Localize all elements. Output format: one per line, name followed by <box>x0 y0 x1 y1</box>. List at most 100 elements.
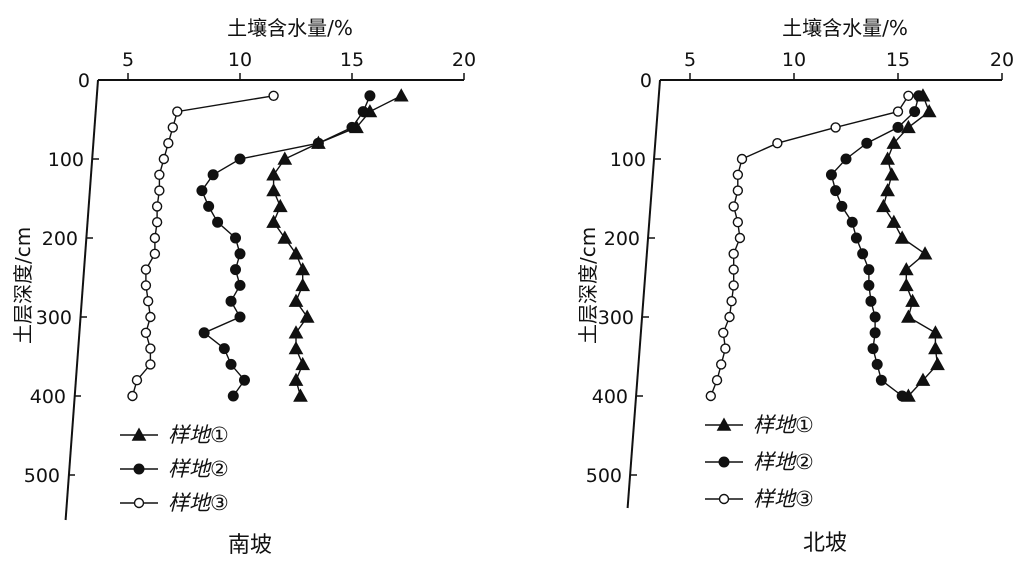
data-point <box>705 390 716 402</box>
data-point <box>203 200 215 212</box>
y-axis-title: 土层深度/cm <box>576 227 600 344</box>
data-point <box>196 185 208 197</box>
x-tick-label: 5 <box>122 49 134 71</box>
data-point <box>871 358 883 370</box>
data-point <box>836 200 848 212</box>
data-point <box>212 216 224 228</box>
data-point <box>277 151 293 165</box>
data-point <box>266 183 281 197</box>
data-point <box>880 183 895 197</box>
data-point <box>909 106 921 118</box>
x-tick-label: 20 <box>452 49 476 71</box>
data-point <box>234 248 246 260</box>
data-point <box>830 122 841 133</box>
data-point <box>230 232 242 244</box>
y-tick-label: 0 <box>78 70 90 92</box>
panel-1: 5 10 15 200100200300400500土壤含水量/%土层深度/cm南坡样… <box>11 16 476 558</box>
y-axis-title: 土层深度/cm <box>11 227 35 344</box>
data-point <box>867 343 879 355</box>
data-point <box>892 106 904 117</box>
data-point <box>230 264 242 276</box>
y-tick-label: 500 <box>24 465 60 487</box>
y-tick-label: 400 <box>30 386 66 408</box>
legend-marker <box>718 493 730 505</box>
data-point <box>857 248 869 260</box>
x-tick-label: 10 <box>782 49 806 71</box>
data-point <box>903 90 914 102</box>
data-point <box>149 248 161 260</box>
legend-label: 样地① <box>753 413 814 437</box>
series-3 <box>127 90 279 402</box>
data-point <box>163 137 174 149</box>
data-point <box>140 264 152 275</box>
data-point <box>277 230 293 244</box>
series-1 <box>876 88 945 402</box>
series-2 <box>825 90 925 402</box>
data-point <box>288 293 304 307</box>
data-point <box>295 356 311 371</box>
data-point <box>884 167 900 181</box>
data-point <box>288 246 304 260</box>
data-point <box>288 372 304 386</box>
data-point <box>225 295 237 307</box>
data-point <box>364 90 376 102</box>
legend-marker <box>716 417 732 431</box>
data-point <box>886 214 902 228</box>
data-point <box>861 137 873 149</box>
data-point <box>288 325 304 339</box>
data-point <box>266 214 281 228</box>
data-point <box>728 280 739 291</box>
data-point <box>863 264 875 276</box>
data-point <box>850 232 862 244</box>
legend-marker <box>131 427 147 441</box>
data-point <box>151 201 163 212</box>
data-point <box>127 390 138 402</box>
data-point <box>151 216 163 228</box>
data-point <box>140 327 152 338</box>
data-point <box>728 201 739 212</box>
data-point <box>894 230 910 244</box>
data-point <box>896 390 908 402</box>
x-tick-label: 10 <box>228 49 252 71</box>
data-point <box>930 356 945 371</box>
data-point <box>272 198 288 213</box>
legend: 样地① 样地② 样地③ <box>705 413 814 511</box>
legend-label: 样地③ <box>168 491 229 515</box>
data-point <box>167 122 179 133</box>
data-point <box>726 296 737 307</box>
data-point <box>846 216 858 228</box>
x-tick-label: 15 <box>886 49 910 71</box>
y-tick-label: 0 <box>640 70 652 92</box>
data-point <box>921 104 937 118</box>
panel-caption: 南坡 <box>228 533 272 558</box>
data-point <box>880 151 895 165</box>
data-point <box>234 279 246 291</box>
data-point <box>732 185 744 196</box>
x-axis-title: 土壤含水量/% <box>782 16 908 40</box>
legend: 样地① 样地② 样地③ <box>120 423 229 515</box>
data-point <box>718 327 729 338</box>
data-point <box>711 375 723 386</box>
legend-label: 样地② <box>168 457 229 481</box>
data-point <box>346 121 358 133</box>
data-point <box>357 106 369 118</box>
series-3 <box>705 90 914 402</box>
data-point <box>149 232 161 244</box>
data-point <box>225 358 237 370</box>
data-point <box>913 90 925 102</box>
data-point <box>772 137 783 149</box>
y-tick-label: 200 <box>604 228 640 250</box>
data-point <box>172 106 183 117</box>
data-point <box>393 88 409 102</box>
data-point <box>898 277 914 292</box>
y-tick-label: 500 <box>586 465 622 487</box>
x-tick-label: 5 <box>684 49 696 71</box>
data-point <box>830 185 842 197</box>
data-point <box>131 375 143 386</box>
data-point <box>299 309 315 323</box>
data-point <box>928 341 943 355</box>
data-point <box>218 343 230 355</box>
legend-label: 样地② <box>753 450 814 474</box>
legend-marker <box>133 463 145 475</box>
y-tick-label: 300 <box>598 307 634 329</box>
